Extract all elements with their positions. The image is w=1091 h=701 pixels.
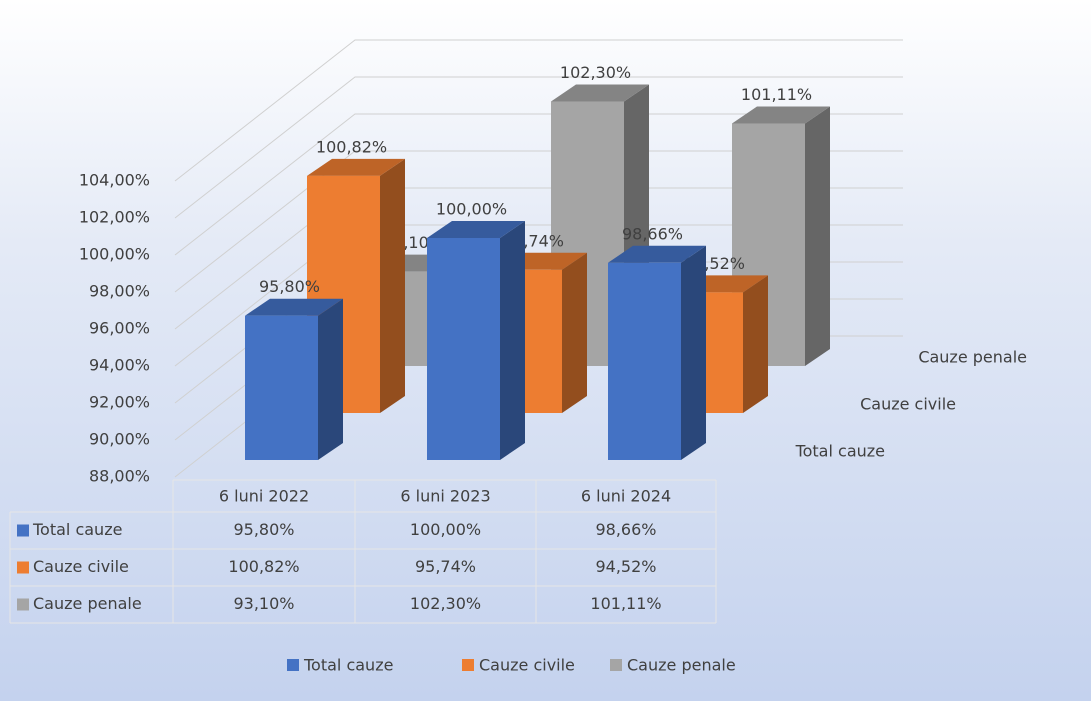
legend-label: Total cauze bbox=[303, 656, 393, 675]
bar-side bbox=[562, 252, 587, 413]
legend-label: Cauze civile bbox=[479, 656, 575, 675]
bar-top bbox=[427, 221, 525, 238]
grid-line bbox=[174, 39, 903, 182]
table-cell: 102,30% bbox=[410, 594, 481, 613]
legend-key bbox=[287, 659, 299, 671]
y-tick-label: 100,00% bbox=[79, 245, 150, 264]
table-legend-key bbox=[17, 598, 29, 611]
y-tick-label: 96,00% bbox=[89, 319, 150, 338]
y-tick-label: 104,00% bbox=[79, 171, 150, 190]
table-header: 6 luni 2022 bbox=[219, 487, 309, 506]
table-legend-key bbox=[17, 561, 29, 574]
data-label: 100,00% bbox=[436, 200, 507, 219]
legend-key bbox=[610, 659, 622, 671]
bar-side bbox=[743, 275, 768, 413]
depth-axis-label: Total cauze bbox=[795, 442, 885, 461]
table-cell: 94,52% bbox=[595, 557, 656, 576]
table-row-label: Cauze penale bbox=[33, 594, 142, 613]
table-row-label: Total cauze bbox=[32, 520, 122, 539]
bar bbox=[245, 315, 318, 460]
grid-line bbox=[174, 150, 903, 293]
table-cell: 98,66% bbox=[595, 520, 656, 539]
y-tick-label: 88,00% bbox=[89, 467, 150, 486]
bar-top bbox=[307, 158, 405, 176]
grid-line bbox=[174, 113, 903, 256]
table-legend-key bbox=[17, 524, 29, 537]
data-label: 102,30% bbox=[560, 63, 631, 82]
data-label: 101,11% bbox=[741, 85, 812, 104]
table-header: 6 luni 2024 bbox=[581, 487, 671, 506]
table-cell: 100,00% bbox=[410, 520, 481, 539]
depth-axis-label: Cauze penale bbox=[918, 348, 1027, 367]
table-cell: 100,82% bbox=[228, 557, 299, 576]
table-header: 6 luni 2023 bbox=[400, 487, 490, 506]
depth-axis-label: Cauze civile bbox=[860, 395, 956, 414]
grid-line bbox=[174, 76, 903, 219]
legend-label: Cauze penale bbox=[627, 656, 736, 675]
bar bbox=[608, 262, 681, 460]
table-cell: 95,74% bbox=[415, 557, 476, 576]
y-tick-label: 102,00% bbox=[79, 208, 150, 227]
y-tick-label: 92,00% bbox=[89, 393, 150, 412]
bar-side bbox=[318, 298, 343, 460]
data-label: 95,80% bbox=[259, 277, 320, 296]
legend-key bbox=[462, 659, 474, 671]
bar-top bbox=[245, 298, 343, 316]
bar-top bbox=[732, 106, 830, 124]
data-label: 100,82% bbox=[316, 137, 387, 156]
table-cell: 101,11% bbox=[590, 594, 661, 613]
table-cell: 95,80% bbox=[233, 520, 294, 539]
bar-side bbox=[500, 221, 525, 460]
data-label: 98,66% bbox=[622, 224, 683, 243]
bar-top bbox=[551, 84, 649, 102]
table-cell: 93,10% bbox=[233, 594, 294, 613]
y-tick-label: 94,00% bbox=[89, 356, 150, 375]
table-row-label: Cauze civile bbox=[33, 557, 129, 576]
bar-side bbox=[805, 106, 830, 366]
y-tick-label: 98,00% bbox=[89, 282, 150, 301]
bar bbox=[427, 238, 500, 460]
y-tick-label: 90,00% bbox=[89, 430, 150, 449]
bar-side bbox=[380, 158, 405, 413]
bar-top bbox=[608, 245, 706, 263]
bar-side bbox=[681, 245, 706, 460]
